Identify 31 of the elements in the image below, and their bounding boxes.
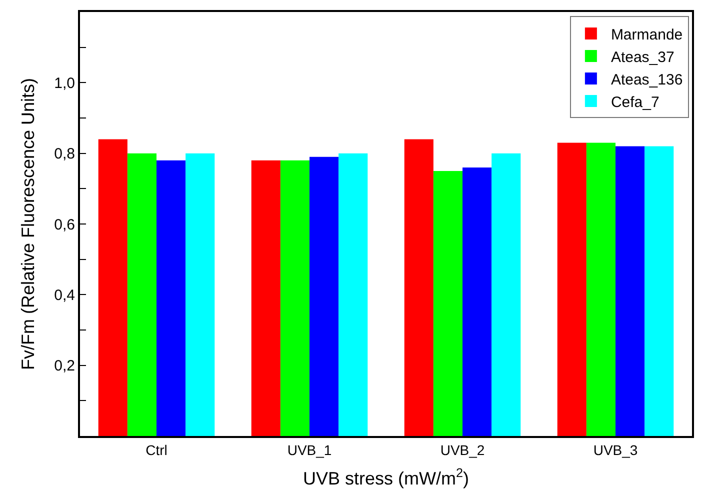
bar <box>616 146 645 436</box>
bar <box>557 142 586 436</box>
x-tick-label: Ctrl <box>146 442 168 458</box>
y-tick-label: 0,4 <box>54 286 75 304</box>
bar <box>280 160 310 436</box>
bar <box>462 167 492 436</box>
bar <box>98 139 128 436</box>
x-axis-title: UVB stress (mW/m$^{2}$) <box>302 466 470 488</box>
x-tick-label: UVB_2 <box>440 442 485 458</box>
y-tick-label: 0,6 <box>54 216 75 234</box>
bar <box>338 153 368 436</box>
bar <box>404 139 434 436</box>
y-tick-label: 0,2 <box>54 358 75 375</box>
y-tick-label: 1,0 <box>54 74 75 92</box>
bar <box>433 171 462 436</box>
bar <box>644 146 674 436</box>
bar <box>251 160 280 436</box>
legend-label: Cefa_7 <box>610 94 660 111</box>
bar <box>492 153 521 436</box>
legend-label: Ateas_136 <box>610 71 683 88</box>
legend-label: Marmande <box>610 26 683 44</box>
bar <box>156 160 186 436</box>
bar <box>186 153 215 436</box>
bar <box>310 156 339 436</box>
legend-label: Ateas_37 <box>610 48 674 66</box>
y-tick-label: 0,8 <box>54 146 75 163</box>
x-tick-label: UVB_3 <box>593 442 638 458</box>
y-axis-title: Fv/Fm (Relative Fluorescence Units) <box>18 78 38 370</box>
bar <box>586 142 616 436</box>
x-tick-label: UVB_1 <box>287 442 332 458</box>
bar <box>127 153 156 436</box>
